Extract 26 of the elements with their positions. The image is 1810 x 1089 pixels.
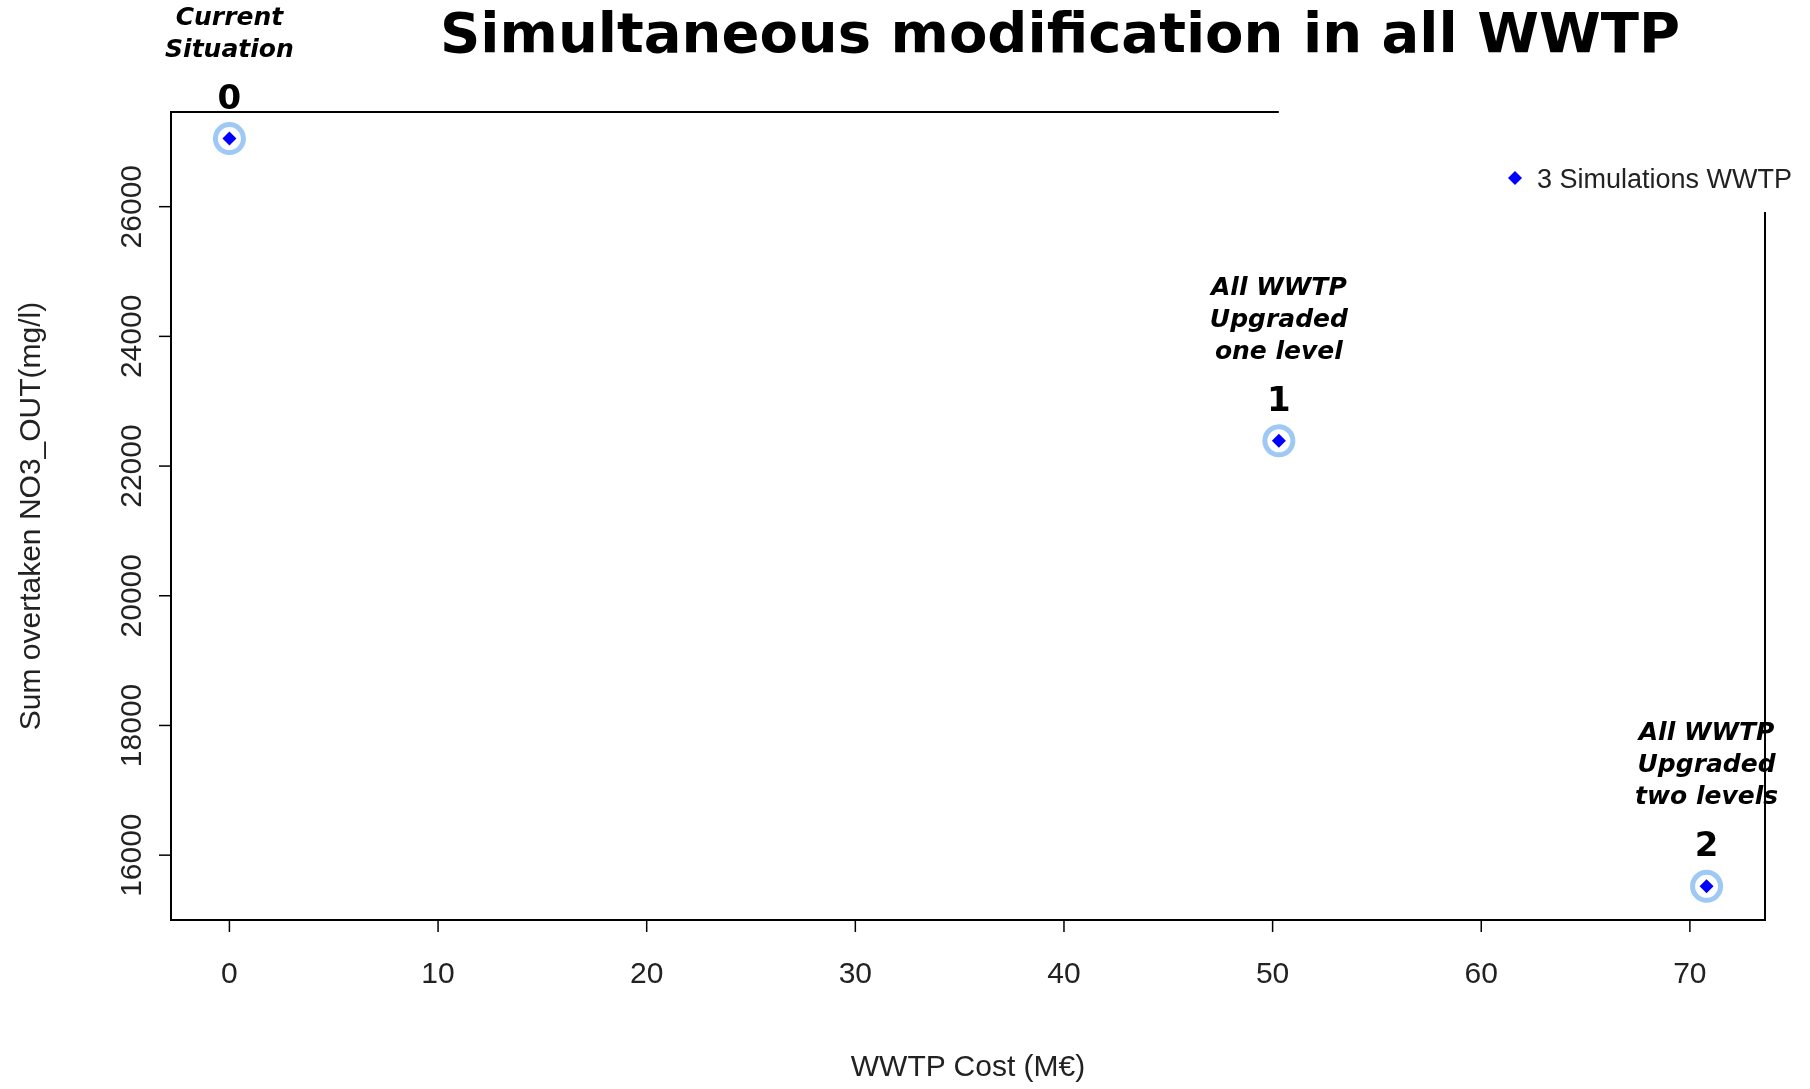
point	[1262, 424, 1296, 458]
chart-title: Simultaneous modification in all WWTP	[440, 0, 1680, 65]
text: Current Situation	[165, 1, 294, 63]
x-axis-title: WWTP Cost (M€)	[850, 1049, 1086, 1082]
y-tick-label: 16000	[114, 813, 147, 897]
y-tick-label: 22000	[114, 424, 147, 508]
point	[1690, 869, 1724, 903]
y-tick-label: 18000	[114, 683, 147, 768]
y-axis-title: Sum overtaken NO3_OUT(mg/l)	[13, 301, 46, 731]
y-tick-label: 20000	[114, 554, 147, 638]
x-tick-label: 10	[421, 956, 455, 989]
annotation: 0	[217, 76, 242, 117]
y-tick-label: 26000	[114, 164, 147, 249]
y-tick-label: 24000	[114, 294, 147, 379]
legend-label: 3 Simulations WWTP	[1537, 164, 1793, 194]
x-tick-label: 40	[1047, 956, 1081, 989]
x-tick-label: 30	[838, 956, 873, 989]
x-tick-label: 60	[1464, 956, 1498, 989]
x-tick-label: 0	[221, 956, 238, 989]
x-tick-label: 20	[630, 956, 664, 989]
point	[212, 122, 246, 156]
x-tick-label: 70	[1673, 956, 1707, 989]
annotation: 1	[1267, 378, 1291, 419]
annotation: All WWTP Upgraded one level	[1209, 271, 1349, 365]
annotation: 2	[1694, 824, 1719, 865]
x-tick-label: 50	[1255, 956, 1290, 989]
